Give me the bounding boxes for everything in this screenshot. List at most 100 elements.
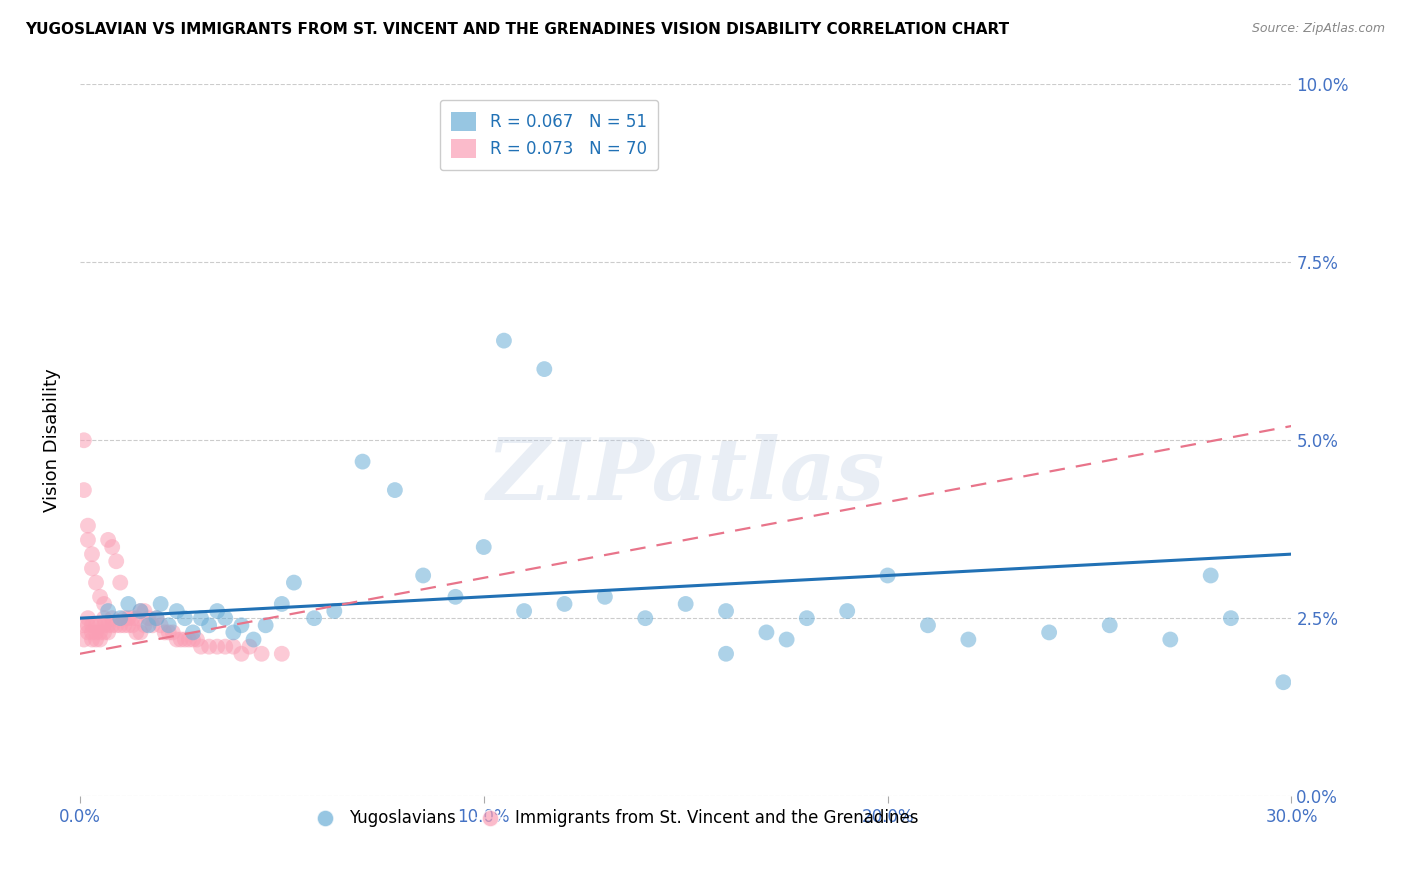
Legend: Yugoslavians, Immigrants from St. Vincent and the Grenadines: Yugoslavians, Immigrants from St. Vincen… xyxy=(301,803,925,834)
Point xyxy=(231,647,253,661)
Point xyxy=(138,618,160,632)
Point xyxy=(84,618,107,632)
Point xyxy=(93,618,115,632)
Point xyxy=(533,362,555,376)
Point xyxy=(302,611,325,625)
Point xyxy=(73,434,96,448)
Point xyxy=(1038,625,1060,640)
Point xyxy=(77,618,100,632)
Point xyxy=(553,597,575,611)
Point xyxy=(205,604,228,618)
Point xyxy=(198,640,221,654)
Point xyxy=(129,604,152,618)
Point xyxy=(198,618,221,632)
Point xyxy=(80,618,103,632)
Point xyxy=(73,618,96,632)
Point xyxy=(917,618,939,632)
Point xyxy=(231,618,253,632)
Point xyxy=(149,597,172,611)
Point xyxy=(77,625,100,640)
Point xyxy=(214,611,236,625)
Point xyxy=(283,575,305,590)
Point xyxy=(242,632,264,647)
Point xyxy=(472,540,495,554)
Point xyxy=(80,632,103,647)
Point xyxy=(129,625,152,640)
Text: YUGOSLAVIAN VS IMMIGRANTS FROM ST. VINCENT AND THE GRENADINES VISION DISABILITY : YUGOSLAVIAN VS IMMIGRANTS FROM ST. VINCE… xyxy=(25,22,1010,37)
Point xyxy=(190,640,212,654)
Text: ZIPatlas: ZIPatlas xyxy=(486,434,884,517)
Point xyxy=(181,625,204,640)
Point xyxy=(117,611,139,625)
Point xyxy=(77,518,100,533)
Point xyxy=(775,632,797,647)
Point xyxy=(101,540,124,554)
Point xyxy=(149,618,172,632)
Point xyxy=(97,533,120,547)
Point xyxy=(97,625,120,640)
Point xyxy=(1199,568,1222,582)
Point xyxy=(134,604,156,618)
Point xyxy=(110,611,132,625)
Point xyxy=(453,148,475,162)
Point xyxy=(117,618,139,632)
Point xyxy=(105,554,128,568)
Point xyxy=(110,575,132,590)
Point xyxy=(186,632,208,647)
Point xyxy=(101,618,124,632)
Point xyxy=(138,611,160,625)
Point xyxy=(93,625,115,640)
Point xyxy=(121,618,143,632)
Point xyxy=(173,611,195,625)
Point xyxy=(89,632,111,647)
Point xyxy=(1272,675,1295,690)
Point xyxy=(101,611,124,625)
Point xyxy=(73,632,96,647)
Point xyxy=(190,611,212,625)
Point xyxy=(957,632,980,647)
Point xyxy=(254,618,277,632)
Point xyxy=(837,604,859,618)
Point xyxy=(89,618,111,632)
Point xyxy=(593,590,616,604)
Point xyxy=(142,618,165,632)
Point xyxy=(84,632,107,647)
Point xyxy=(173,632,195,647)
Point xyxy=(634,611,657,625)
Y-axis label: Vision Disability: Vision Disability xyxy=(44,368,60,512)
Point xyxy=(170,632,193,647)
Point xyxy=(129,604,152,618)
Point xyxy=(675,597,697,611)
Point xyxy=(166,604,188,618)
Point xyxy=(352,455,374,469)
Point xyxy=(412,568,434,582)
Point xyxy=(84,575,107,590)
Point xyxy=(80,547,103,561)
Point xyxy=(796,611,818,625)
Point xyxy=(125,625,148,640)
Point xyxy=(157,618,180,632)
Point xyxy=(162,625,184,640)
Point xyxy=(110,618,132,632)
Point xyxy=(89,625,111,640)
Point xyxy=(97,604,120,618)
Point xyxy=(222,625,245,640)
Point xyxy=(384,483,406,497)
Point xyxy=(270,647,292,661)
Point xyxy=(97,618,120,632)
Point xyxy=(105,618,128,632)
Point xyxy=(112,618,135,632)
Point xyxy=(714,604,737,618)
Point xyxy=(134,618,156,632)
Point xyxy=(89,590,111,604)
Point xyxy=(1098,618,1121,632)
Point xyxy=(1219,611,1241,625)
Point xyxy=(876,568,898,582)
Point xyxy=(93,597,115,611)
Point xyxy=(73,483,96,497)
Point xyxy=(238,640,260,654)
Point xyxy=(270,597,292,611)
Point xyxy=(157,625,180,640)
Point xyxy=(145,611,167,625)
Point xyxy=(166,632,188,647)
